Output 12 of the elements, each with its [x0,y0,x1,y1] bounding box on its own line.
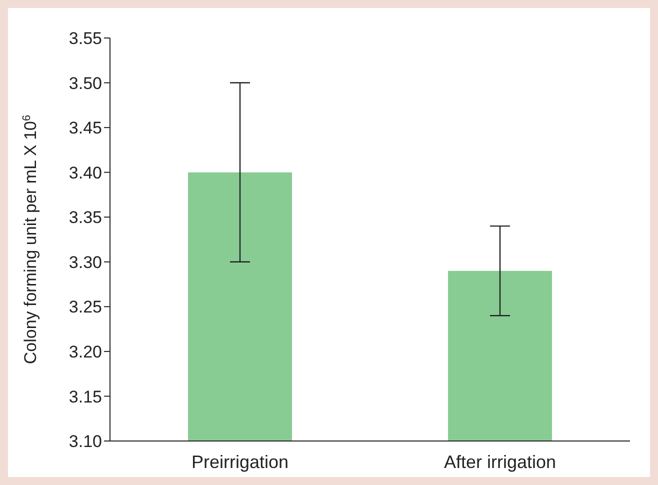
y-tick-label: 3.25 [68,298,102,317]
y-tick-label: 3.10 [68,432,102,452]
y-tick-label: 3.20 [68,342,102,362]
y-tick-label: 3.15 [68,387,102,406]
x-tick-label: After irrigation [444,452,556,472]
y-tick-label: 3.40 [68,163,102,182]
y-tick-label: 3.55 [68,29,102,48]
y-tick-label: 3.35 [68,208,102,228]
y-tick-label: 3.50 [68,74,102,93]
y-tick-label: 3.30 [68,252,102,272]
y-tick-label: 3.45 [68,118,102,138]
x-tick-label: Preirrigation [191,452,289,472]
